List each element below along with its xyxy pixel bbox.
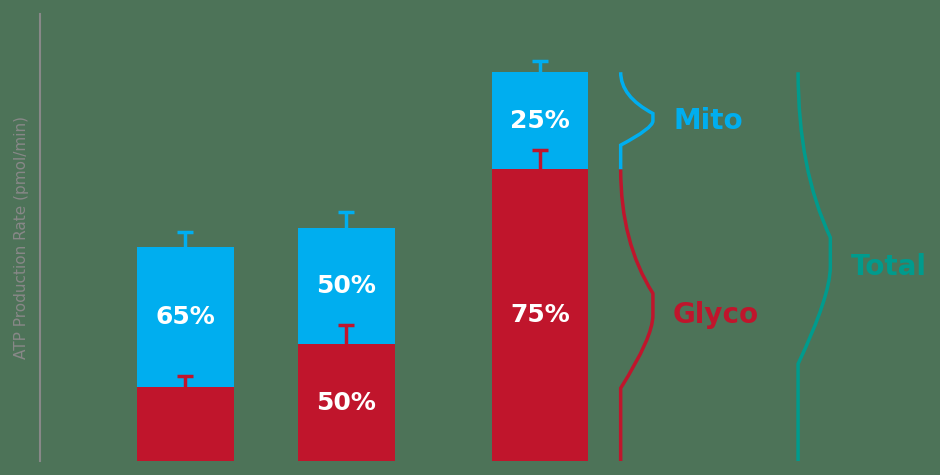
Text: 50%: 50%: [317, 391, 376, 415]
Text: 25%: 25%: [510, 109, 570, 133]
Bar: [492, 170, 588, 461]
Text: Glyco: Glyco: [673, 301, 760, 329]
Text: Mito: Mito: [673, 107, 743, 135]
Bar: [298, 344, 395, 461]
Text: 75%: 75%: [510, 303, 570, 327]
Y-axis label: ATP Production Rate (pmol/min): ATP Production Rate (pmol/min): [14, 116, 29, 359]
Bar: [492, 72, 588, 170]
Bar: [137, 247, 233, 387]
Bar: [298, 228, 395, 344]
Text: Total: Total: [851, 253, 927, 281]
Text: 65%: 65%: [155, 305, 215, 329]
Bar: [137, 387, 233, 461]
Text: 50%: 50%: [317, 274, 376, 298]
